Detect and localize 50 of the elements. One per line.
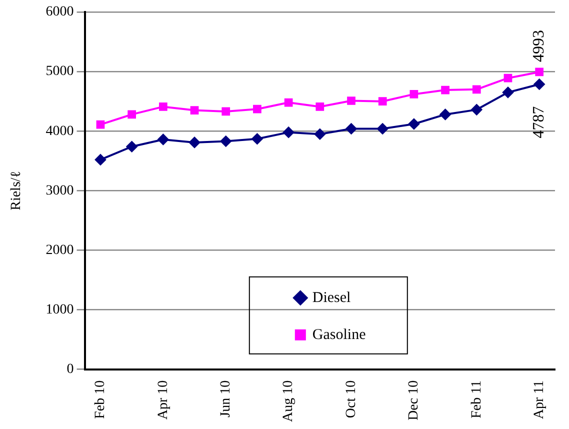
data-label: 4993	[530, 30, 548, 62]
y-tick-label: 1000	[46, 302, 74, 318]
y-tick-label: 5000	[46, 64, 74, 80]
point	[346, 123, 357, 134]
y-axis-title: Riels/ℓ	[9, 171, 24, 210]
point	[440, 108, 451, 120]
point	[535, 68, 544, 76]
x-tick-label: Apr 11	[532, 380, 547, 420]
x-tick-label: Aug 10	[281, 380, 296, 422]
point	[347, 96, 356, 105]
y-tick-label: 3000	[46, 183, 74, 198]
point	[378, 97, 387, 106]
point	[377, 123, 388, 134]
point	[158, 134, 169, 145]
point	[190, 106, 199, 114]
point	[316, 102, 324, 111]
x-tick-label: Oct 10	[344, 380, 359, 418]
point	[126, 141, 138, 152]
point	[534, 78, 545, 90]
point	[253, 104, 262, 114]
point	[220, 136, 232, 147]
point	[283, 126, 294, 138]
y-tick-label: 0	[66, 362, 74, 378]
x-tick-label: Dec 10	[406, 380, 422, 420]
point	[471, 104, 482, 116]
point	[189, 136, 200, 148]
data-label: 4787	[530, 106, 548, 138]
point	[408, 118, 420, 130]
point	[252, 133, 263, 144]
y-tick-label: 4000	[46, 124, 74, 139]
point	[284, 98, 293, 107]
point	[502, 86, 514, 98]
y-tick-label: 2000	[46, 242, 74, 258]
x-tick-label: Feb 10	[93, 380, 108, 419]
x-tick-label: Apr 10	[156, 380, 171, 420]
x-tick-label: Jun 10	[218, 380, 234, 418]
point	[410, 90, 418, 98]
point	[158, 102, 168, 111]
point	[222, 107, 230, 116]
legend-label: Diesel	[312, 290, 351, 306]
point	[472, 85, 481, 94]
legend-label: Gasoline	[312, 326, 366, 343]
point	[504, 74, 512, 82]
point	[314, 128, 326, 140]
point	[128, 110, 136, 119]
x-tick-label: Feb 11	[469, 380, 484, 418]
point	[441, 86, 450, 94]
point	[96, 120, 105, 129]
y-tick-label: 6000	[46, 4, 74, 20]
point	[94, 154, 106, 166]
